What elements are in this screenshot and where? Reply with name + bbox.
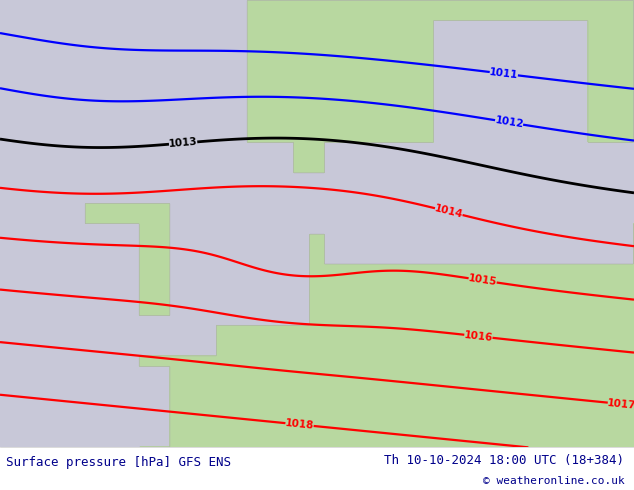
Text: 1018: 1018 [285,418,314,431]
Text: 1013: 1013 [168,137,198,149]
Text: © weatheronline.co.uk: © weatheronline.co.uk [482,476,624,486]
Text: 1017: 1017 [607,397,634,411]
Text: 1014: 1014 [434,203,464,220]
Text: 1016: 1016 [463,330,493,343]
Text: Th 10-10-2024 18:00 UTC (18+384): Th 10-10-2024 18:00 UTC (18+384) [384,454,624,466]
Text: 1011: 1011 [489,67,519,80]
Text: 1015: 1015 [467,273,498,288]
Text: Surface pressure [hPa] GFS ENS: Surface pressure [hPa] GFS ENS [6,456,231,469]
Text: 1012: 1012 [494,115,524,130]
